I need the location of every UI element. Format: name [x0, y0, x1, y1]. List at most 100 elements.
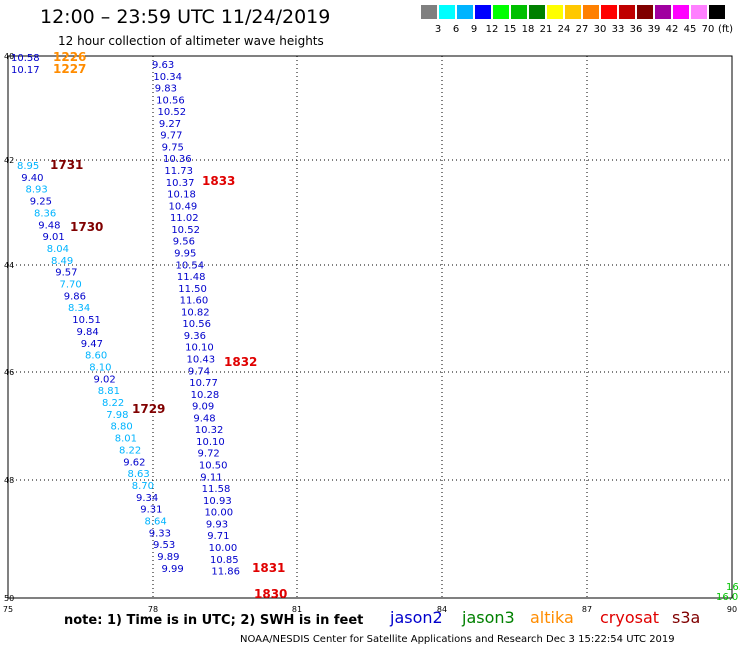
swh-value: 10.56: [182, 319, 211, 330]
lat-tick-label: 46: [4, 368, 14, 377]
swh-value: 8.34: [68, 303, 90, 314]
swh-value: 10.85: [210, 555, 239, 566]
time-label: 1729: [132, 402, 165, 416]
lon-tick-label: 78: [148, 605, 158, 614]
satellite-label-jason3: jason3: [462, 608, 515, 627]
swh-value: 10.00: [204, 508, 233, 519]
swh-value: 9.74: [188, 366, 210, 377]
legend-label: 33: [611, 24, 625, 35]
legend-swatch: [619, 5, 635, 19]
legend-swatch: [439, 5, 455, 19]
swh-value: 9.57: [55, 268, 77, 279]
swh-value: 9.95: [174, 248, 196, 259]
lat-tick-label: 44: [4, 261, 14, 270]
swh-value: 9.56: [173, 237, 195, 248]
satellite-label-s3a: s3a: [672, 608, 701, 627]
swh-value: 9.02: [94, 374, 116, 385]
legend-swatch: [547, 5, 563, 19]
swh-value: 8.04: [47, 244, 69, 255]
swh-value: 11.86: [211, 567, 240, 578]
swh-value: 11.73: [164, 166, 193, 177]
legend-swatch: [637, 5, 653, 19]
legend-swatch: [565, 5, 581, 19]
swh-value: 9.83: [155, 84, 177, 95]
legend-swatch: [655, 5, 671, 19]
swh-value: 8.60: [85, 351, 107, 362]
swh-value: 9.93: [206, 519, 228, 530]
swh-value: 9.31: [140, 505, 162, 516]
lat-tick-label: 50: [4, 594, 14, 603]
legend-label: 9: [470, 24, 478, 35]
legend-label: 36: [629, 24, 643, 35]
lon-tick-label: 81: [292, 605, 302, 614]
legend-label: 15: [503, 24, 517, 35]
swh-value: 9.99: [162, 564, 184, 575]
swh-value: 10.50: [199, 461, 228, 472]
lat-tick-label: 48: [4, 476, 14, 485]
swh-value: 10.34: [153, 72, 182, 83]
swh-value: 9.62: [123, 457, 145, 468]
swh-value: 9.36: [184, 331, 206, 342]
swh-value: 10.82: [181, 307, 210, 318]
time-label: 1227: [53, 62, 86, 76]
legend-label: 70: [701, 24, 715, 35]
swh-value: 10.77: [189, 378, 218, 389]
swh-value: 9.71: [207, 531, 229, 542]
swh-value: 9.34: [136, 493, 158, 504]
swh-value: 9.25: [30, 197, 52, 208]
page-subtitle: 12 hour collection of altimeter wave hei…: [58, 34, 324, 48]
swh-value: 10.43: [187, 355, 216, 366]
legend-label: 27: [575, 24, 589, 35]
lon-tick-label: 87: [582, 605, 592, 614]
swh-value: 8.22: [119, 445, 141, 456]
swh-value: 9.33: [149, 528, 171, 539]
legend-swatch: [511, 5, 527, 19]
note-text: note: 1) Time is in UTC; 2) SWH is in fe…: [64, 613, 364, 628]
swh-value: 9.27: [159, 119, 181, 130]
satellite-label-altika: altika: [530, 608, 574, 627]
swh-value: 9.48: [38, 220, 60, 231]
legend-swatch: [475, 5, 491, 19]
legend-unit: (ft): [718, 24, 734, 35]
swh-value: 8.10: [89, 362, 111, 373]
swh-value: 9.47: [81, 339, 103, 350]
swh-value: 10.58: [11, 53, 40, 64]
legend-label: 6: [452, 24, 460, 35]
legend-label: 45: [683, 24, 697, 35]
swh-value: 8.64: [145, 517, 167, 528]
time-label: 1731: [50, 158, 83, 172]
time-label: 1832: [224, 355, 257, 369]
lat-tick-label: 40: [4, 52, 14, 61]
swh-value: 8.22: [102, 398, 124, 409]
swh-value: 7.70: [60, 280, 82, 291]
swh-value: 9.72: [198, 449, 220, 460]
swh-value: 9.11: [200, 472, 222, 483]
swh-value: 10.54: [175, 260, 204, 271]
legend-swatch: [457, 5, 473, 19]
legend-label: 12: [485, 24, 499, 35]
swh-value: 10.00: [209, 543, 238, 554]
swh-value: 10.51: [72, 315, 101, 326]
swh-value: 8.49: [51, 256, 73, 267]
swh-value: 10.52: [158, 107, 187, 118]
swh-value: 10.37: [166, 178, 195, 189]
swh-value: 9.53: [153, 540, 175, 551]
swh-value: 10.10: [185, 343, 214, 354]
swh-value: 8.95: [17, 161, 39, 172]
swh-value: 8.01: [115, 434, 137, 445]
legend-label: 21: [539, 24, 553, 35]
swh-value: 11.48: [177, 272, 206, 283]
time-label: 1831: [252, 561, 285, 575]
time-label: 1730: [70, 220, 103, 234]
swh-value: 9.48: [193, 413, 215, 424]
legend-label: 42: [665, 24, 679, 35]
swh-value: 8.63: [128, 469, 150, 480]
time-label: 1833: [202, 174, 235, 188]
swh-value: 9.84: [77, 327, 99, 338]
swh-value: 11.60: [180, 296, 209, 307]
swh-value: 9.63: [152, 60, 174, 71]
swh-value: 11.50: [178, 284, 207, 295]
legend-label: 30: [593, 24, 607, 35]
page-title: 12:00 – 23:59 UTC 11/24/2019: [40, 6, 331, 28]
swh-value: 9.89: [157, 552, 179, 563]
